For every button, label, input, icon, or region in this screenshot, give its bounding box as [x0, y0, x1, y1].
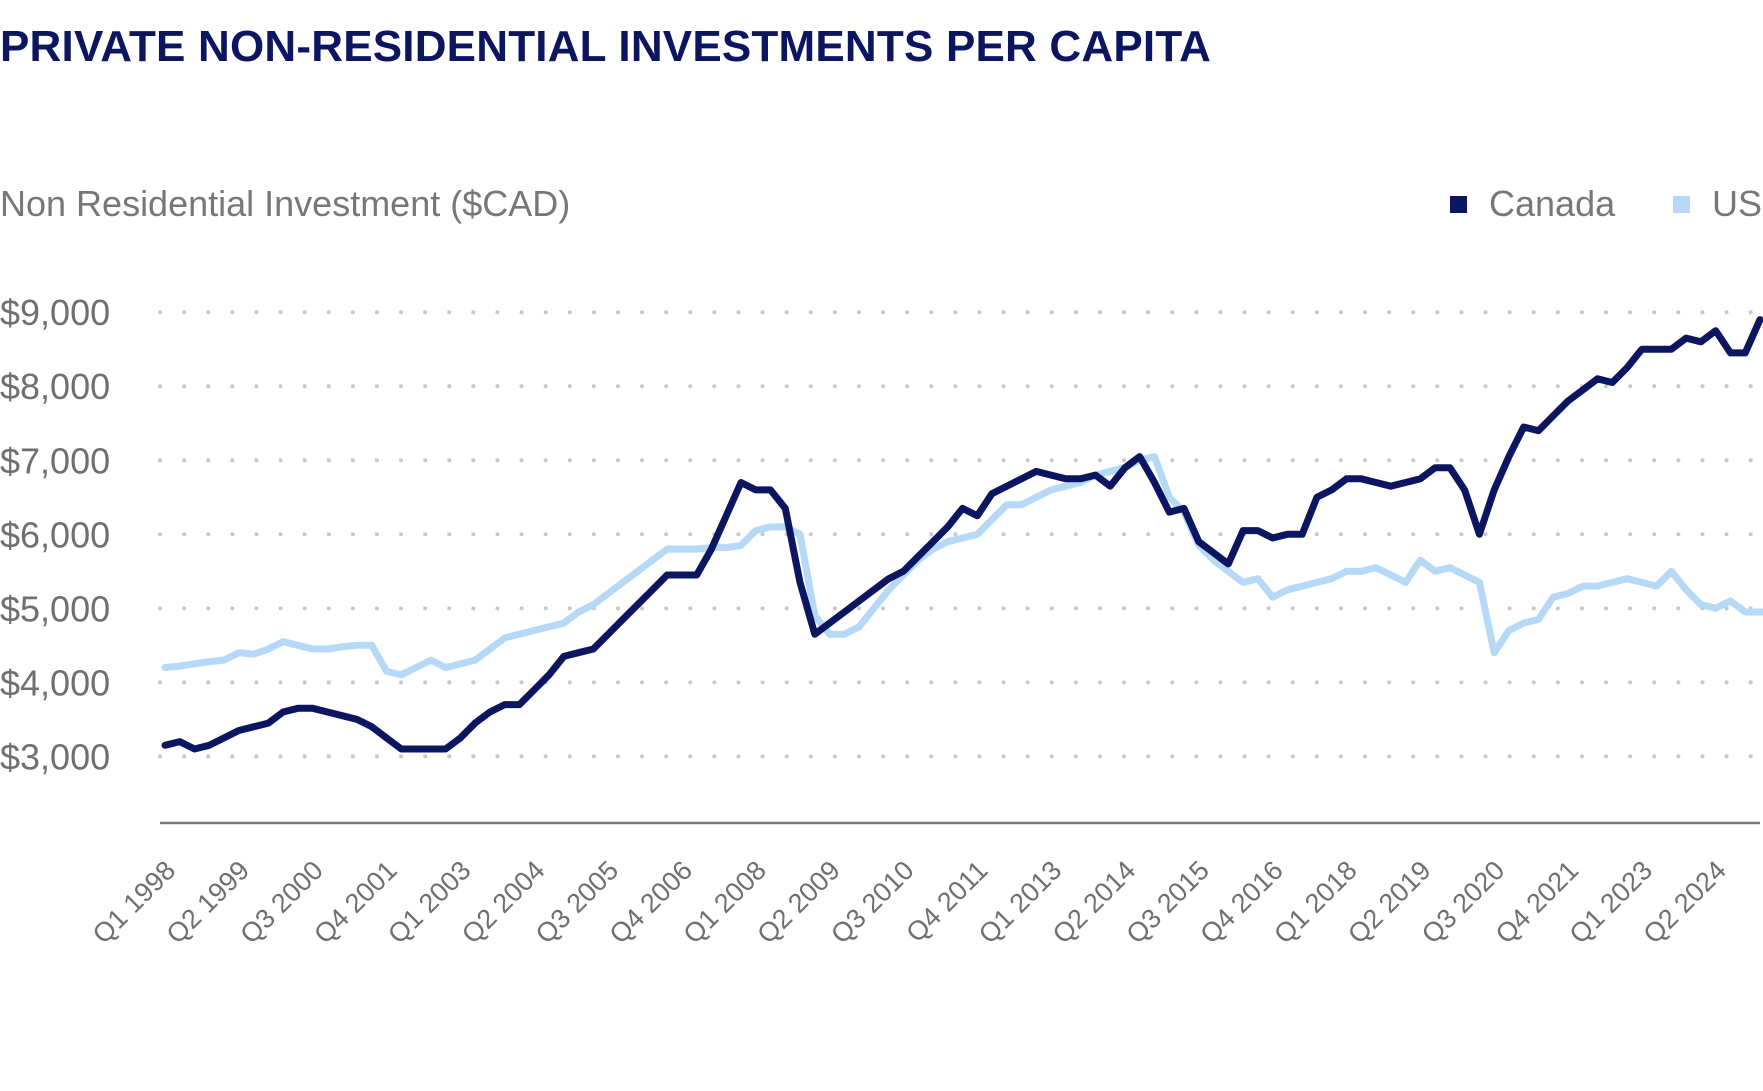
y-tick-label: $4,000 — [0, 662, 110, 703]
y-tick-label: $7,000 — [0, 440, 110, 481]
legend-item-canada[interactable]: Canada — [1450, 183, 1616, 224]
legend-swatch-us — [1673, 196, 1690, 213]
y-tick-label: $3,000 — [0, 736, 110, 777]
y-tick-label: $6,000 — [0, 514, 110, 555]
x-tick-label: Q2 2024 — [1637, 855, 1731, 949]
y-axis-title: Non Residential Investment ($CAD) — [0, 183, 570, 224]
series-lines — [161, 316, 1763, 753]
x-tick-label: Q3 2010 — [825, 855, 919, 949]
series-line-us — [161, 453, 1763, 679]
legend-item-us[interactable]: US — [1673, 183, 1762, 224]
legend-swatch-canada — [1450, 196, 1467, 213]
legend-label-canada: Canada — [1489, 183, 1616, 224]
y-axis-ticks: $9,000 $8,000 $7,000 $6,000 $5,000 $4,000 $3,0… — [0, 292, 110, 777]
series-line-canada — [161, 316, 1763, 753]
legend-label-us: US — [1712, 183, 1762, 224]
y-tick-label: $8,000 — [0, 366, 110, 407]
gridlines — [158, 310, 1762, 759]
legend: Canada US — [1450, 183, 1762, 224]
y-tick-label: $5,000 — [0, 588, 110, 629]
y-tick-label: $9,000 — [0, 292, 110, 333]
chart-title: PRIVATE NON-RESIDENTIAL INVESTMENTS PER … — [0, 22, 1212, 71]
